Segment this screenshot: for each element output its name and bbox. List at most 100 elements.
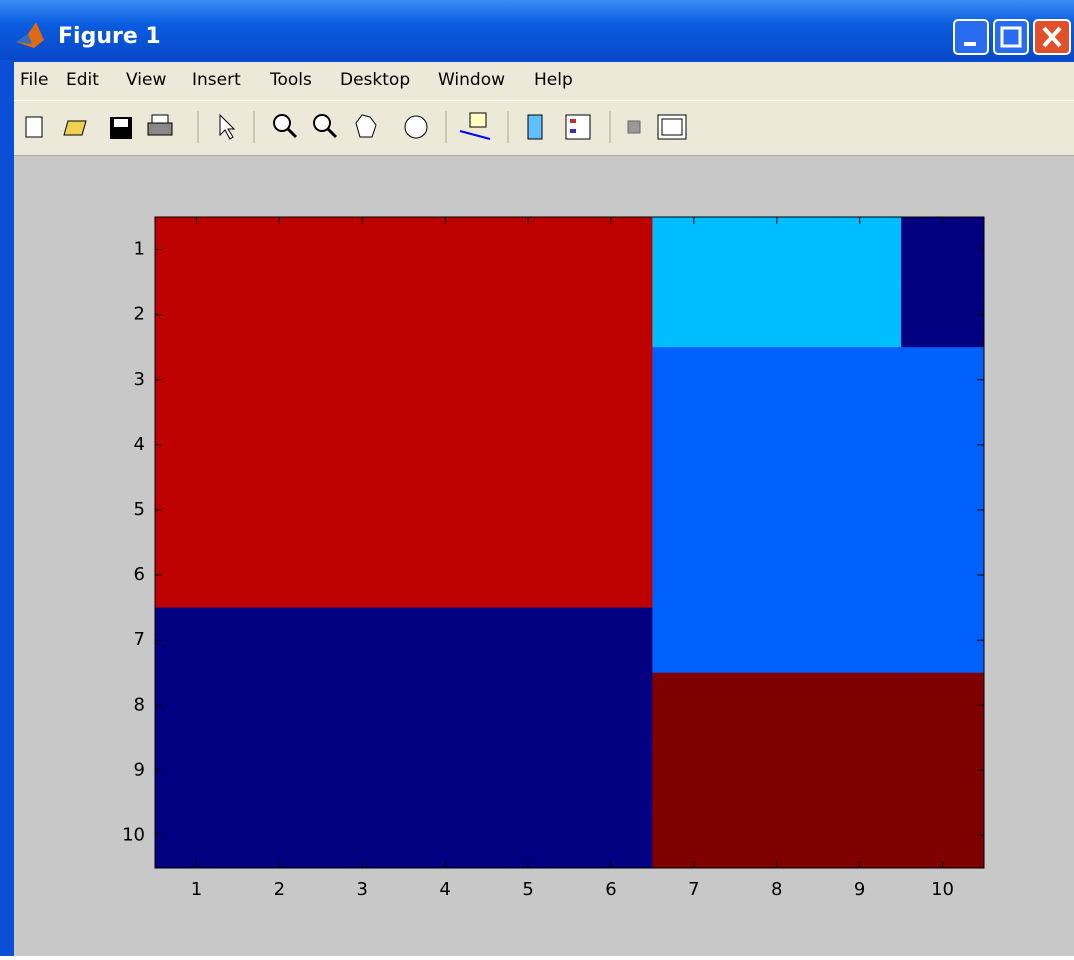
menu-item[interactable]: File bbox=[20, 70, 49, 90]
heatmap-cell bbox=[155, 672, 239, 739]
y-tick-label: 2 bbox=[134, 304, 145, 325]
heatmap-cell bbox=[486, 282, 570, 348]
heatmap-cell bbox=[735, 672, 819, 739]
heatmap-cell bbox=[486, 542, 570, 609]
heatmap-cell bbox=[403, 347, 488, 413]
heatmap-cell bbox=[652, 282, 736, 348]
heatmap-cell bbox=[237, 607, 322, 674]
heatmap-cell bbox=[237, 282, 322, 348]
heatmap-cell bbox=[320, 347, 405, 413]
heatmap-cell bbox=[320, 607, 405, 674]
heatmap-cell bbox=[237, 542, 322, 609]
heatmap-cell bbox=[652, 607, 736, 674]
menu-item[interactable]: Desktop bbox=[340, 70, 411, 90]
heatmap-cell bbox=[403, 412, 488, 478]
heatmap-cell bbox=[155, 802, 239, 869]
heatmap-cell bbox=[155, 347, 239, 413]
heatmap-cell bbox=[486, 347, 570, 413]
heatmap-cell bbox=[486, 477, 570, 543]
heatmap-cell bbox=[320, 282, 405, 348]
heatmap-cell bbox=[403, 282, 488, 348]
menu-bar: File Edit View Insert Tools Desktop Window Help bbox=[14, 62, 1074, 100]
heatmap-cell bbox=[486, 737, 570, 804]
heatmap-cell bbox=[652, 347, 736, 413]
heatmap-cell bbox=[486, 217, 570, 283]
heatmap-cell bbox=[237, 347, 322, 413]
heatmap-cell bbox=[901, 737, 985, 804]
x-tick-label: 2 bbox=[274, 879, 285, 900]
heatmap-cell bbox=[901, 802, 985, 869]
heatmap-cell bbox=[735, 477, 819, 543]
heatmap-cell bbox=[403, 477, 488, 543]
heatmap-cell bbox=[569, 412, 653, 478]
heatmap-cell bbox=[818, 412, 902, 478]
heatmap-cell bbox=[818, 282, 902, 348]
menu-item[interactable]: Insert bbox=[192, 70, 241, 90]
heatmap-cell bbox=[403, 217, 488, 283]
heatmap-cell bbox=[486, 607, 570, 674]
axes-frame bbox=[154, 216, 985, 869]
app-icon bbox=[16, 22, 44, 48]
heatmap-cell bbox=[735, 412, 819, 478]
toolbar-icons[interactable] bbox=[14, 101, 714, 151]
heatmap-cell bbox=[155, 477, 239, 543]
heatmap-cell bbox=[403, 737, 488, 804]
heatmap-cell bbox=[569, 672, 653, 739]
heatmap-cell bbox=[569, 607, 653, 674]
heatmap-cell bbox=[320, 672, 405, 739]
heatmap-cell bbox=[818, 542, 902, 609]
heatmap-cell bbox=[237, 802, 322, 869]
y-tick-label: 3 bbox=[134, 369, 145, 390]
heatmap-cell bbox=[901, 282, 985, 348]
heatmap-cell bbox=[652, 672, 736, 739]
toolbar bbox=[14, 100, 1074, 156]
heatmap-cell bbox=[320, 477, 405, 543]
heatmap-cell bbox=[569, 217, 653, 283]
heatmap-cell bbox=[403, 542, 488, 609]
heatmap-cell bbox=[901, 672, 985, 739]
x-tick-label: 7 bbox=[688, 879, 699, 900]
heatmap-cell bbox=[237, 737, 322, 804]
heatmap-cell bbox=[818, 217, 902, 283]
heatmap-cell bbox=[155, 412, 239, 478]
heatmap-cell bbox=[155, 282, 239, 348]
heatmap-cell bbox=[735, 347, 819, 413]
menu-item[interactable]: Help bbox=[534, 70, 573, 90]
heatmap-cell bbox=[237, 477, 322, 543]
y-tick-label: 9 bbox=[134, 759, 145, 780]
heatmap-cell bbox=[818, 477, 902, 543]
window-controls[interactable] bbox=[952, 18, 1072, 58]
heatmap-cell bbox=[818, 672, 902, 739]
heatmap-cell bbox=[486, 672, 570, 739]
title-bar: Figure 1 bbox=[0, 0, 1074, 60]
heatmap-cell bbox=[155, 607, 239, 674]
menu-item[interactable]: Edit bbox=[66, 70, 99, 90]
heatmap-cell bbox=[901, 217, 985, 283]
heatmap-cell bbox=[237, 672, 322, 739]
x-tick-label: 10 bbox=[931, 879, 954, 900]
heatmap-cell bbox=[486, 802, 570, 869]
heatmap-cell bbox=[818, 802, 902, 869]
menu-item[interactable]: Window bbox=[438, 70, 506, 90]
y-tick-label: 4 bbox=[134, 434, 145, 455]
y-tick-label: 8 bbox=[134, 694, 145, 715]
heatmap-cell bbox=[901, 412, 985, 478]
heatmap-cell bbox=[818, 347, 902, 413]
x-tick-label: 1 bbox=[191, 879, 202, 900]
menu-item[interactable]: Tools bbox=[270, 70, 312, 90]
heatmap-cell bbox=[569, 282, 653, 348]
y-tick-label: 10 bbox=[122, 824, 145, 845]
heatmap-cell bbox=[155, 542, 239, 609]
heatmap-cell bbox=[403, 672, 488, 739]
x-tick-label: 5 bbox=[522, 879, 533, 900]
x-tick-label: 9 bbox=[854, 879, 865, 900]
heatmap-cell bbox=[735, 282, 819, 348]
heatmap-cell bbox=[320, 542, 405, 609]
heatmap-cell bbox=[735, 217, 819, 283]
figure-area: 1 2 3 4 5 6 7 8 9 10 1 2 3 4 5 6 7 8 9 10 bbox=[14, 156, 1074, 956]
y-tick-label: 5 bbox=[134, 499, 145, 520]
heatmap-cell bbox=[237, 217, 322, 283]
menu-item[interactable]: View bbox=[126, 70, 167, 90]
chart: 1 2 3 4 5 6 7 8 9 10 1 2 3 4 5 6 7 8 9 10 bbox=[122, 216, 985, 900]
